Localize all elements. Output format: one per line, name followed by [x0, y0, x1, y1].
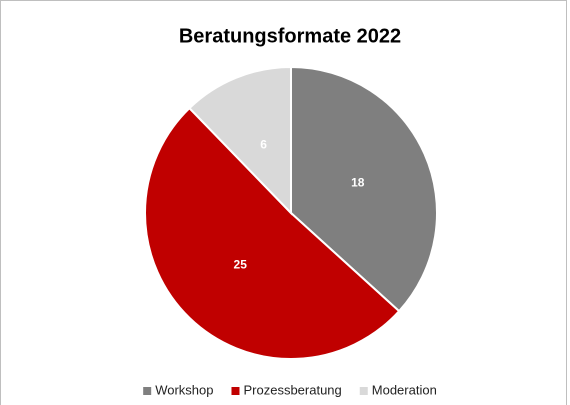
pie-slice	[290, 65, 438, 313]
data-label: 25	[234, 258, 248, 272]
legend-label: Workshop	[155, 382, 213, 397]
legend-label: Moderation	[372, 382, 437, 397]
data-label: 18	[351, 176, 365, 190]
legend-swatch	[359, 387, 368, 395]
legend-swatch	[231, 387, 240, 395]
legend-swatch	[143, 387, 152, 395]
legend-label: Prozessberatung	[243, 382, 341, 397]
data-label: 6	[260, 138, 267, 152]
pie-slice	[144, 106, 401, 360]
pie-slice	[188, 65, 292, 216]
chart-title: Beratungsformate 2022	[179, 25, 401, 47]
